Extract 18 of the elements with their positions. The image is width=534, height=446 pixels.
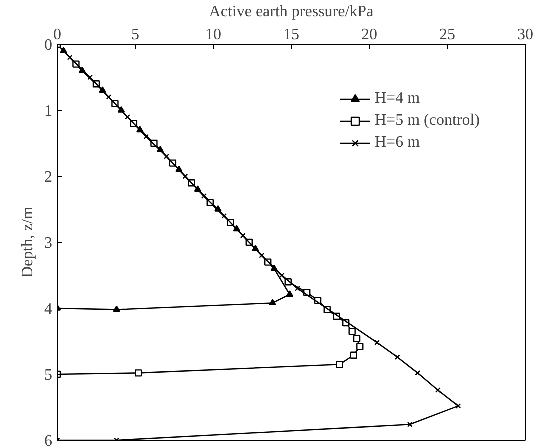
x-tick-label: 15	[284, 26, 300, 44]
x-tick-label: 30	[518, 26, 534, 44]
y-tick-label: 5	[44, 367, 52, 384]
legend-label: H=4 m	[375, 90, 420, 108]
x-tick-label: 10	[206, 26, 222, 44]
y-tick-label: 6	[44, 433, 52, 446]
x-tick-label: 25	[440, 26, 456, 44]
x-tick-label: 5	[132, 26, 140, 44]
y-axis-title: Depth, z/m	[20, 206, 36, 278]
legend-label: H=5 m (control)	[375, 112, 480, 130]
legend-label: H=6 m	[375, 134, 420, 152]
y-tick-label: 3	[44, 235, 52, 252]
y-tick-label: 1	[44, 103, 52, 120]
x-tick-label: 20	[362, 26, 378, 44]
y-tick-label: 2	[44, 169, 52, 186]
y-tick-label: 0	[44, 37, 52, 54]
y-tick-label: 4	[44, 301, 52, 318]
x-axis-title: Active earth pressure/kPa	[209, 4, 374, 20]
